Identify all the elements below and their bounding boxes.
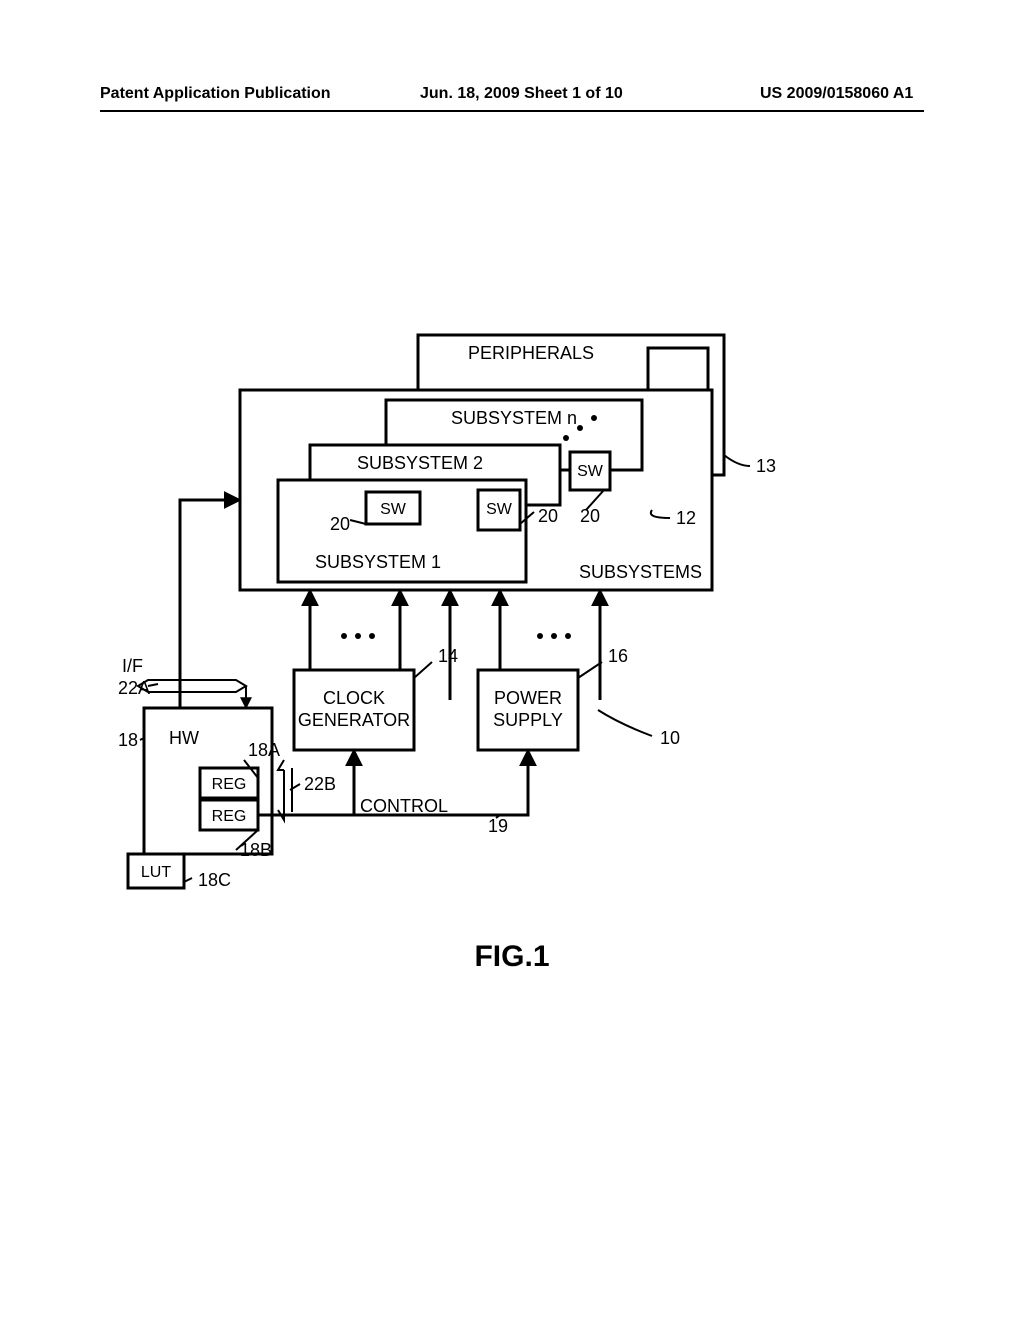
svg-text:GENERATOR: GENERATOR: [298, 710, 410, 730]
svg-text:CLOCK: CLOCK: [323, 688, 385, 708]
svg-text:19: 19: [488, 816, 508, 836]
svg-text:SUPPLY: SUPPLY: [493, 710, 563, 730]
svg-text:REG: REG: [212, 776, 247, 793]
svg-text:POWER: POWER: [494, 688, 562, 708]
svg-text:12: 12: [676, 508, 696, 528]
svg-text:20: 20: [538, 506, 558, 526]
svg-text:I/F: I/F: [122, 656, 143, 676]
svg-text:20: 20: [580, 506, 600, 526]
svg-text:SW: SW: [486, 501, 513, 518]
svg-text:REG: REG: [212, 808, 247, 825]
page: Patent Application Publication Jun. 18, …: [0, 0, 1024, 1320]
svg-text:LUT: LUT: [141, 864, 171, 881]
svg-text:SUBSYSTEMS: SUBSYSTEMS: [579, 562, 702, 582]
svg-text:14: 14: [438, 646, 458, 666]
svg-text:13: 13: [756, 456, 776, 476]
svg-text:PERIPHERALS: PERIPHERALS: [468, 343, 594, 363]
svg-text:CONTROL: CONTROL: [360, 796, 448, 816]
svg-text:SW: SW: [380, 501, 407, 518]
svg-text:22A: 22A: [118, 678, 150, 698]
svg-text:18: 18: [118, 730, 138, 750]
svg-text:SUBSYSTEM 1: SUBSYSTEM 1: [315, 552, 441, 572]
svg-text:18A: 18A: [248, 740, 280, 760]
svg-text:10: 10: [660, 728, 680, 748]
peripheral-sub-a: [648, 348, 708, 394]
svg-text:16: 16: [608, 646, 628, 666]
figure-diagram: PERIPHERALS SUBSYSTEMS SUBSYSTEM n SUBSYSTE…: [0, 0, 1024, 1320]
svg-text:SW: SW: [577, 463, 604, 480]
svg-text:18B: 18B: [240, 840, 272, 860]
svg-text:SUBSYSTEM 2: SUBSYSTEM 2: [357, 453, 483, 473]
svg-text:HW: HW: [169, 728, 199, 748]
svg-text:18C: 18C: [198, 870, 231, 890]
svg-text:20: 20: [330, 514, 350, 534]
svg-text:22B: 22B: [304, 774, 336, 794]
svg-text:SUBSYSTEM n: SUBSYSTEM n: [451, 408, 577, 428]
figure-caption: FIG.1: [0, 940, 1024, 974]
